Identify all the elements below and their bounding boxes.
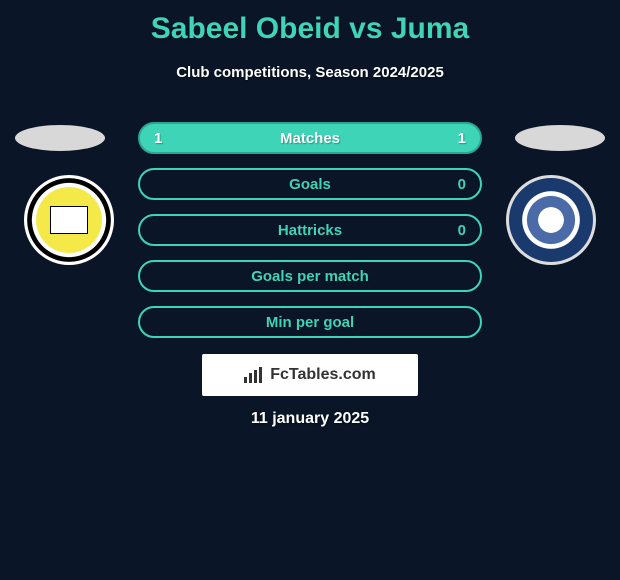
stat-bar: Goals 0 — [138, 168, 482, 200]
team-badge-left — [24, 175, 114, 265]
stat-bar: 1 Matches 1 — [138, 122, 482, 154]
stat-bar: Goals per match — [138, 260, 482, 292]
stat-bar: Hattricks 0 — [138, 214, 482, 246]
comparison-title: Sabeel Obeid vs Juma — [0, 0, 620, 46]
stat-label: Min per goal — [266, 314, 354, 331]
stat-right-value: 0 — [458, 176, 466, 193]
stat-label: Goals — [289, 176, 331, 193]
chart-icon — [244, 367, 264, 383]
player-right-shadow — [515, 125, 605, 151]
stat-bar: Min per goal — [138, 306, 482, 338]
stat-label: Goals per match — [251, 268, 369, 285]
stat-left-value: 1 — [154, 130, 162, 147]
stat-bars: 1 Matches 1 Goals 0 Hattricks 0 Goals per match… — [138, 122, 482, 352]
watermark: FcTables.com — [202, 354, 418, 396]
team-badge-right — [506, 175, 596, 265]
comparison-date: 11 january 2025 — [251, 410, 369, 428]
stat-label: Matches — [280, 130, 340, 147]
stat-label: Hattricks — [278, 222, 342, 239]
stat-right-value: 1 — [458, 130, 466, 147]
comparison-subtitle: Club competitions, Season 2024/2025 — [0, 64, 620, 81]
stat-right-value: 0 — [458, 222, 466, 239]
watermark-text: FcTables.com — [270, 366, 376, 384]
player-left-shadow — [15, 125, 105, 151]
